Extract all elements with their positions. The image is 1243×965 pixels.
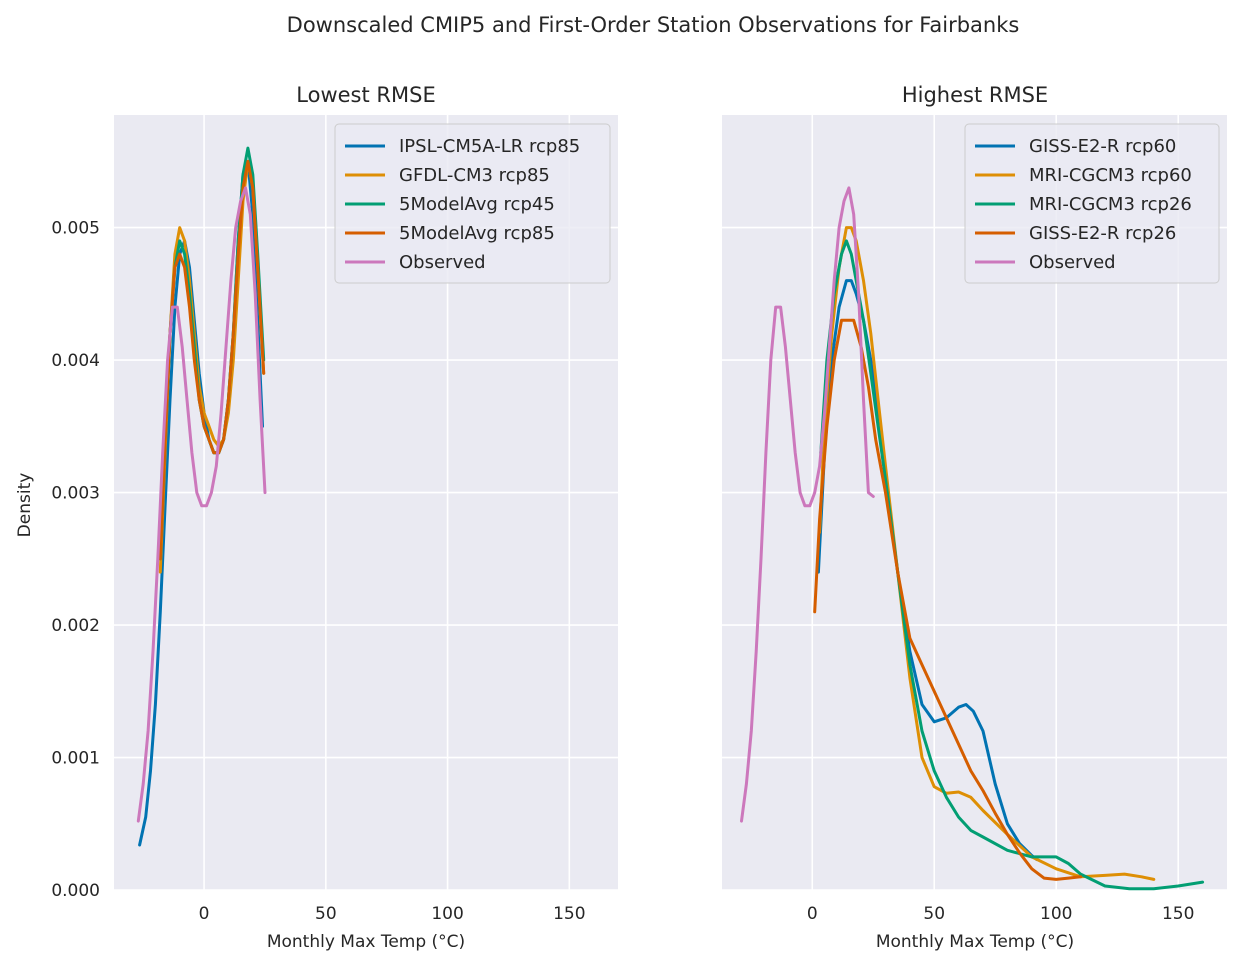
x-tick-label: 100 xyxy=(1040,904,1072,924)
x-tick-label: 150 xyxy=(1162,904,1194,924)
legend-entry-label: GISS-E2-R rcp26 xyxy=(1029,223,1176,244)
x-tick-label: 0 xyxy=(807,904,818,924)
series-line-5modelavg-rcp85 xyxy=(158,159,266,561)
panel-title-lowest-rmse: Lowest RMSE xyxy=(296,83,435,107)
x-tick-label: 100 xyxy=(431,904,463,924)
series-line-giss-e2-r-rcp26 xyxy=(813,318,1083,881)
legend-entry-label: MRI-CGCM3 rcp26 xyxy=(1029,194,1192,215)
x-axis-label-lowest-rmse: Monthly Max Temp (°C) xyxy=(267,932,465,952)
y-axis-label-density: Density xyxy=(15,473,35,538)
legend-entry-label: GISS-E2-R rcp60 xyxy=(1029,136,1176,157)
x-tick-label: 50 xyxy=(923,904,945,924)
series-line-observed xyxy=(136,186,267,823)
legend-entry-label: 5ModelAvg rcp45 xyxy=(399,194,555,215)
panel-lowest-rmse: 0 50 100 1500.0000.0010.0020.0030.0040.005 … xyxy=(15,83,618,952)
y-tick-label: 0.005 xyxy=(51,219,100,239)
legend-lowest-rmse: IPSL-CM5A-LR rcp85 GFDL-CM3 rcp85 5ModelAv… xyxy=(334,123,611,284)
panel-title-highest-rmse: Highest RMSE xyxy=(902,83,1048,107)
legend-entry-label: Observed xyxy=(399,252,486,273)
legend-entry-label: 5ModelAvg rcp85 xyxy=(399,223,555,244)
y-tick-label: 0.001 xyxy=(51,749,100,769)
panel-highest-rmse: 0 50 100 150 Highest RMSE Monthly Max Temp … xyxy=(722,83,1227,952)
y-tick-label: 0.003 xyxy=(51,484,100,504)
legend-entry-label: IPSL-CM5A-LR rcp85 xyxy=(399,136,580,157)
figure-title: Downscaled CMIP5 and First-Order Station… xyxy=(287,13,1020,37)
x-tick-label: 0 xyxy=(199,904,210,924)
legend-box xyxy=(334,123,611,284)
y-tick-label: 0.002 xyxy=(51,616,100,636)
legend-entry-label: MRI-CGCM3 rcp60 xyxy=(1029,165,1192,186)
series-line-mri-cgcm3-rcp26 xyxy=(819,239,1205,891)
series-line-observed xyxy=(740,186,875,823)
y-tick-label: 0.004 xyxy=(51,351,100,371)
y-tick-label: 0.000 xyxy=(51,881,100,901)
series-line-mri-cgcm3-rcp60 xyxy=(818,226,1156,881)
series-line-giss-e2-r-rcp60 xyxy=(816,279,1039,861)
x-axis-label-highest-rmse: Monthly Max Temp (°C) xyxy=(876,932,1074,952)
legend-entry-label: Observed xyxy=(1029,252,1116,273)
legend-highest-rmse: GISS-E2-R rcp60 MRI-CGCM3 rcp60 MRI-CGCM3 … xyxy=(964,123,1220,284)
legend-entry-label: GFDL-CM3 rcp85 xyxy=(399,165,550,186)
legend-box xyxy=(964,123,1220,284)
x-tick-label: 150 xyxy=(553,904,585,924)
x-tick-label: 50 xyxy=(315,904,337,924)
